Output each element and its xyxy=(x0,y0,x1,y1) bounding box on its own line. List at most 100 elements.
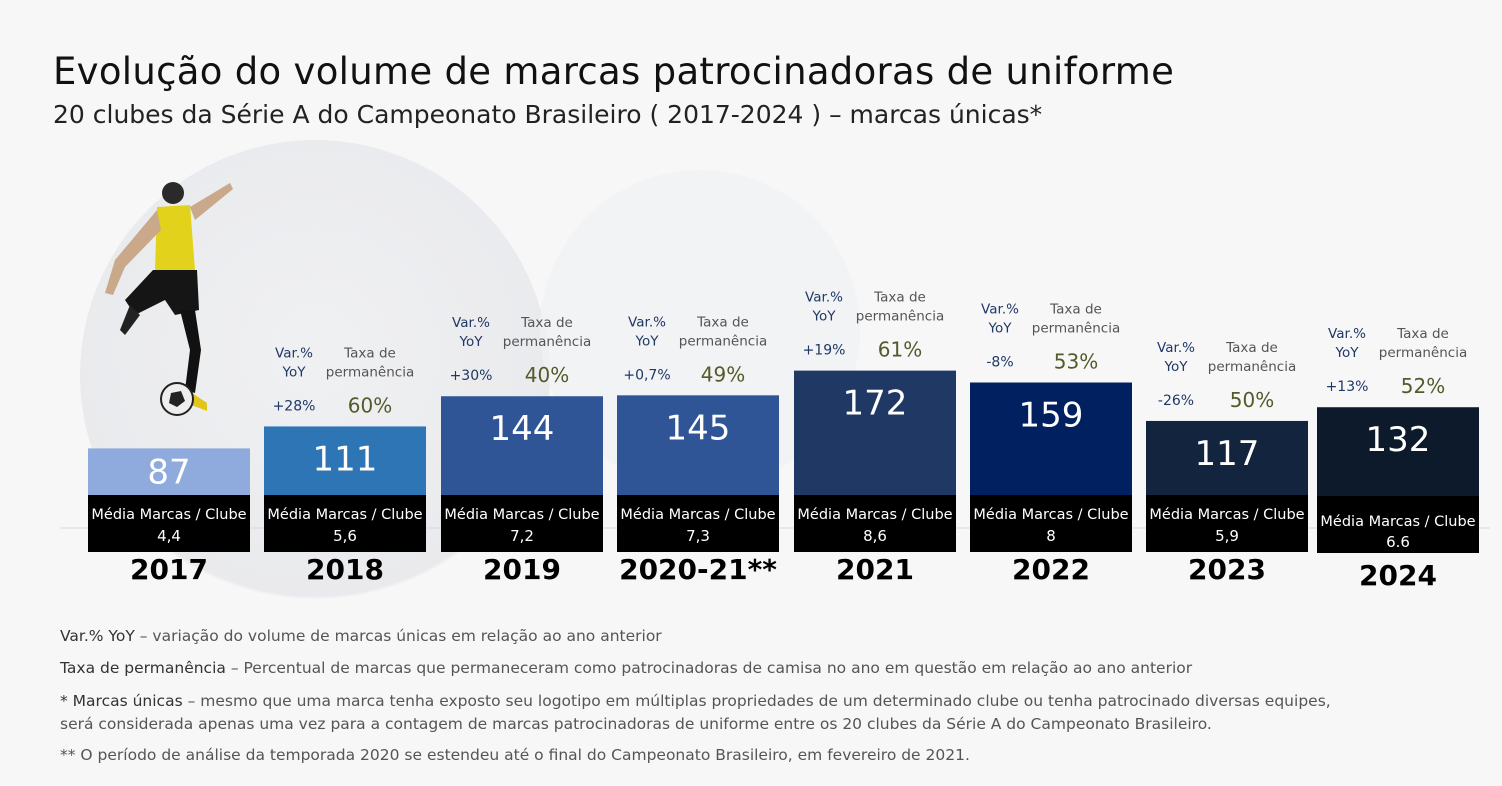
bar-value-label: 172 xyxy=(843,384,908,424)
retention-label: permanência xyxy=(1032,321,1120,337)
bar-2024 xyxy=(1317,407,1479,496)
retention-value: 60% xyxy=(348,393,392,417)
yoy-label: Var.% xyxy=(981,302,1019,318)
avg-value: 5,9 xyxy=(1215,527,1239,545)
year-label: 2017 xyxy=(130,553,208,586)
retention-value: 53% xyxy=(1054,350,1098,374)
retention-label: permanência xyxy=(856,309,944,325)
avg-value: 5,6 xyxy=(333,527,357,545)
bar-chart: 87 Média Marcas / Clube 4,4 2017 111 Média Ma… xyxy=(60,290,1490,592)
footnote-period: ** O período de análise da temporada 202… xyxy=(60,746,970,764)
footnote-retention-term: Taxa de permanência xyxy=(60,659,226,677)
retention-label: Taxa de xyxy=(696,314,749,330)
retention-label: Taxa de xyxy=(1049,302,1102,318)
yoy-value: +13% xyxy=(1326,379,1369,395)
avg-label: Média Marcas / Clube xyxy=(797,507,952,523)
avg-label: Média Marcas / Clube xyxy=(1149,507,1304,523)
yoy-label: YoY xyxy=(635,333,660,349)
avg-label: Média Marcas / Clube xyxy=(444,507,599,523)
avg-value: 7,2 xyxy=(510,527,534,545)
footnote-yoy-term: Var.% YoY xyxy=(60,627,135,645)
yoy-label: Var.% xyxy=(628,314,666,330)
retention-label: permanência xyxy=(1208,359,1296,375)
retention-value: 52% xyxy=(1401,374,1445,398)
yoy-value: +0,7% xyxy=(623,367,670,383)
avg-label: Média Marcas / Clube xyxy=(267,507,422,523)
avg-value: 4,4 xyxy=(157,527,181,545)
avg-box xyxy=(970,495,1132,552)
retention-value: 40% xyxy=(525,363,569,387)
yoy-label: YoY xyxy=(459,334,484,350)
bar-value-label: 144 xyxy=(490,409,555,449)
footnote-retention-text: – Percentual de marcas que permaneceram … xyxy=(225,659,1193,677)
bar-value-label: 117 xyxy=(1195,434,1260,474)
yoy-label: YoY xyxy=(812,309,837,325)
yoy-value: -26% xyxy=(1158,393,1194,409)
year-label: 2023 xyxy=(1188,553,1266,586)
retention-label: Taxa de xyxy=(1225,340,1278,356)
yoy-label: Var.% xyxy=(452,315,490,331)
avg-box xyxy=(1317,496,1479,553)
retention-value: 50% xyxy=(1230,388,1274,412)
chart-title: Evolução do volume de marcas patrocinado… xyxy=(53,50,1175,93)
avg-box xyxy=(1146,495,1308,552)
soccer-player-image xyxy=(105,182,233,416)
yoy-label: YoY xyxy=(282,364,307,380)
yoy-label: YoY xyxy=(1335,345,1360,361)
avg-box xyxy=(441,495,603,552)
retention-value: 49% xyxy=(701,362,745,386)
yoy-value: +19% xyxy=(803,343,846,359)
retention-label: Taxa de xyxy=(1396,326,1449,342)
year-label: 2020-21** xyxy=(619,553,777,586)
bar-2023 xyxy=(1146,420,1308,495)
avg-label: Média Marcas / Clube xyxy=(91,507,246,523)
footnote-unique: * Marcas únicas – mesmo que uma marca te… xyxy=(60,690,1350,736)
retention-label: Taxa de xyxy=(520,315,573,331)
retention-label: Taxa de xyxy=(343,345,396,361)
retention-label: permanência xyxy=(1379,345,1467,361)
yoy-label: Var.% xyxy=(1157,340,1195,356)
retention-label: permanência xyxy=(326,364,414,380)
yoy-label: Var.% xyxy=(1328,326,1366,342)
bar-value-label: 111 xyxy=(313,439,378,479)
bar-2022 xyxy=(970,382,1132,495)
avg-value: 7,3 xyxy=(686,527,710,545)
retention-label: Taxa de xyxy=(873,290,926,306)
yoy-label: Var.% xyxy=(275,345,313,361)
bar-2021 xyxy=(794,370,956,495)
year-label: 2022 xyxy=(1012,553,1090,586)
avg-value: 8 xyxy=(1046,527,1056,545)
yoy-label: Var.% xyxy=(805,290,843,306)
avg-value: 6.6 xyxy=(1386,533,1410,551)
yoy-label: YoY xyxy=(988,321,1013,337)
avg-label: Média Marcas / Clube xyxy=(1320,514,1475,530)
retention-label: permanência xyxy=(503,334,591,350)
footnote-yoy-text: – variação do volume de marcas únicas em… xyxy=(134,627,662,645)
bar-value-label: 145 xyxy=(666,408,731,448)
retention-value: 61% xyxy=(878,338,922,362)
bar-2017 xyxy=(88,448,250,495)
avg-value: 8,6 xyxy=(863,527,887,545)
yoy-value: +30% xyxy=(450,368,493,384)
bar-value-label: 87 xyxy=(147,453,190,493)
bar-value-label: 132 xyxy=(1366,420,1431,460)
bar-2019 xyxy=(441,396,603,495)
avg-box xyxy=(794,495,956,552)
avg-box xyxy=(264,495,426,552)
avg-label: Média Marcas / Clube xyxy=(973,507,1128,523)
bar-2018 xyxy=(264,426,426,495)
chart-subtitle: 20 clubes da Série A do Campeonato Brasi… xyxy=(53,100,1043,129)
avg-label: Média Marcas / Clube xyxy=(620,507,775,523)
footnote-unique-term: * Marcas únicas xyxy=(60,692,183,710)
footnote-yoy: Var.% YoY – variação do volume de marcas… xyxy=(60,625,1360,648)
footnote-retention: Taxa de permanência – Percentual de marc… xyxy=(60,657,1360,680)
footnote-unique-text: – mesmo que uma marca tenha exposto seu … xyxy=(60,692,1331,733)
year-label: 2021 xyxy=(836,553,914,586)
bar-2020-21** xyxy=(617,395,779,495)
retention-label: permanência xyxy=(679,333,767,349)
bar-value-label: 159 xyxy=(1019,396,1084,436)
year-label: 2018 xyxy=(306,553,384,586)
yoy-label: YoY xyxy=(1164,359,1189,375)
yoy-value: +28% xyxy=(273,398,316,414)
yoy-value: -8% xyxy=(986,355,1013,371)
